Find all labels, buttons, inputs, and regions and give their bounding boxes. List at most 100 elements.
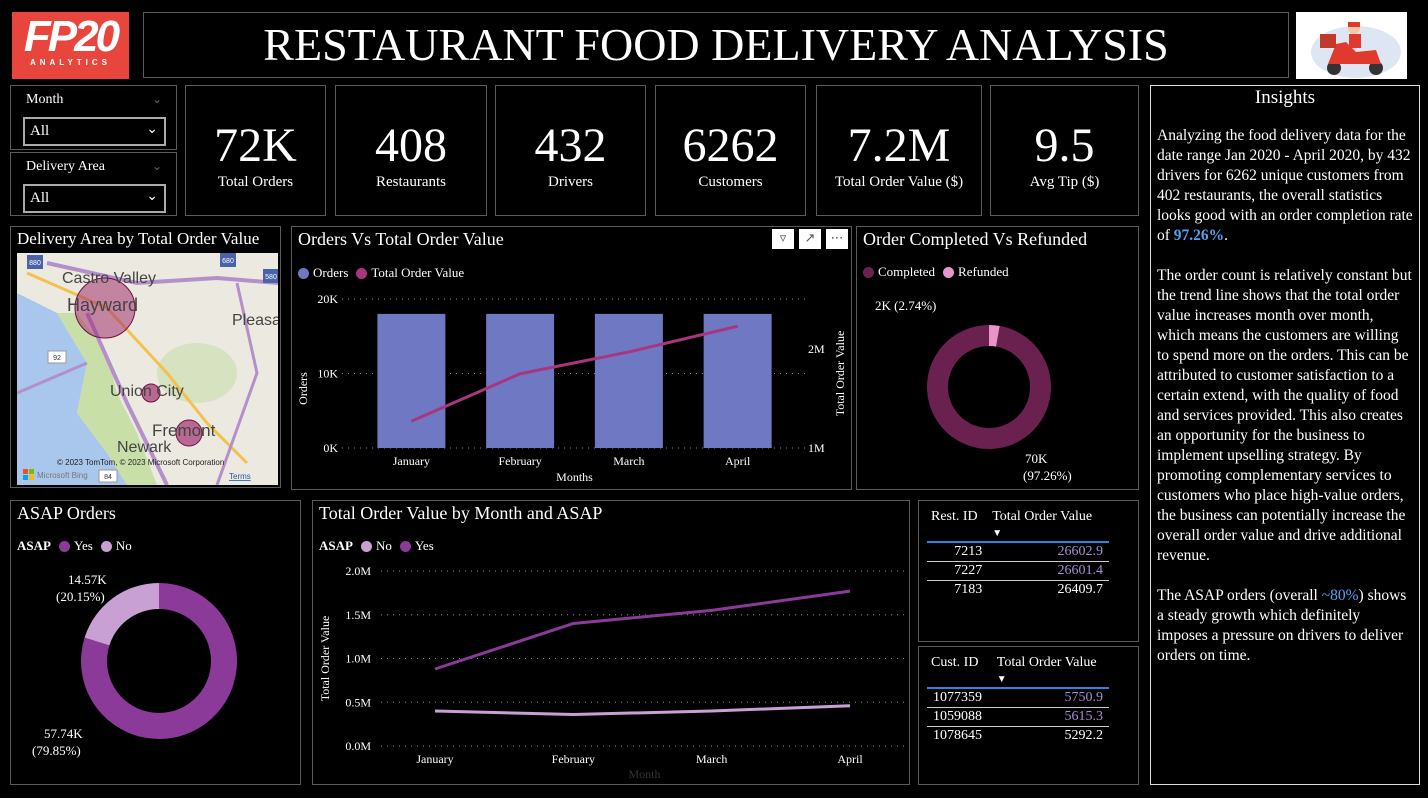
- bar-january[interactable]: [377, 313, 446, 448]
- x-tick-label: April: [725, 454, 751, 468]
- table-row[interactable]: 7213 26602.9: [927, 542, 1109, 562]
- column-header[interactable]: Total Order Value ▼: [988, 509, 1109, 543]
- donut-chart: 2K (2.74%) 70K (97.26%): [875, 298, 1072, 483]
- insight-text: Analyzing the food delivery data for the…: [1157, 127, 1413, 244]
- kpi-total-orders: 72K Total Orders: [185, 85, 326, 216]
- y-axis-title: Orders: [296, 372, 310, 405]
- legend-swatch-refunded: [943, 266, 955, 278]
- filter-icon[interactable]: ▿: [772, 229, 794, 249]
- bar-april[interactable]: [703, 313, 772, 448]
- bubble-hayward[interactable]: [74, 277, 136, 339]
- x-tick-label: March: [696, 752, 727, 766]
- y-tick-label: 10K: [317, 367, 338, 381]
- delivery-area-dropdown[interactable]: All ⌄: [23, 184, 166, 213]
- chevron-down-icon: ⌄: [146, 122, 158, 137]
- chart-title: ASAP Orders: [17, 503, 116, 523]
- map-label-fremont: Fremont: [152, 421, 216, 440]
- delivery-area-slicer: Delivery Area ⌄ All ⌄: [10, 152, 177, 216]
- column-header[interactable]: Total Order Value ▼: [992, 655, 1109, 689]
- chart-title: Order Completed Vs Refunded: [863, 229, 1088, 249]
- slice-no[interactable]: [84, 583, 159, 646]
- data-label-completed-pct: (97.26%): [1023, 468, 1072, 483]
- bar-february[interactable]: [486, 313, 555, 448]
- legend-title: ASAP: [319, 538, 353, 553]
- page-title: RESTAURANT FOOD DELIVERY ANALYSIS: [143, 12, 1289, 78]
- legend-no[interactable]: No: [375, 538, 392, 553]
- insight-text: .: [1224, 227, 1229, 244]
- bubble-union-city[interactable]: [141, 383, 161, 403]
- cell: 7227: [927, 561, 989, 581]
- top-restaurants-table-panel: Rest. ID Total Order Value ▼ 7213 26602.9 7…: [918, 500, 1139, 642]
- legend-refunded[interactable]: Refunded: [958, 264, 1009, 279]
- month-dropdown[interactable]: All ⌄: [23, 117, 166, 146]
- legend-swatch-completed: [863, 266, 874, 278]
- table-row[interactable]: 7183 26409.7: [927, 581, 1109, 600]
- map-label-castro-valley: Castro Valley: [62, 270, 156, 287]
- map[interactable]: Castro Valley Hayward Pleasa Union City …: [17, 253, 278, 485]
- logo-subtext: ANALYTICS: [29, 58, 112, 67]
- kpi-value: 9.5: [1034, 119, 1095, 172]
- y2-tick-label: 2M: [808, 342, 825, 356]
- legend-yes[interactable]: Yes: [414, 538, 434, 553]
- chart-title: Total Order Value by Month and ASAP: [319, 503, 603, 523]
- completion-rate-highlight: 97.26%: [1173, 227, 1225, 244]
- delivery-area-value: All: [30, 190, 50, 206]
- slice-refunded[interactable]: [989, 325, 1000, 347]
- legend: ASAP No Yes: [319, 538, 434, 554]
- header-label: Rest. ID: [931, 509, 978, 524]
- legend-swatch-no: [100, 540, 112, 552]
- top-customers-table-panel: Cust. ID Total Order Value ▼ 1077359 5750.9…: [918, 646, 1139, 785]
- table-row[interactable]: 1078645 5292.2: [927, 727, 1109, 746]
- map-label-newark: Newark: [117, 439, 172, 456]
- column-header[interactable]: Cust. ID: [927, 655, 993, 689]
- chevron-down-icon[interactable]: ⌄: [151, 159, 162, 173]
- map-terms-link[interactable]: Terms: [229, 472, 251, 481]
- slice-yes[interactable]: [81, 583, 237, 739]
- focus-mode-icon[interactable]: ↗: [799, 229, 821, 249]
- legend-completed[interactable]: Completed: [878, 264, 936, 279]
- kpi-label: Total Order Value ($): [834, 174, 964, 190]
- kpi-value: 72K: [214, 119, 297, 172]
- x-tick-label: March: [613, 454, 644, 468]
- kpi-value: 432: [534, 119, 607, 172]
- column-header[interactable]: Rest. ID: [927, 509, 989, 543]
- y-tick-label: 0.5M: [345, 695, 371, 709]
- combo-chart: 0K 10K 20K 1M 2M January February March April Mon…: [296, 292, 847, 484]
- highway-shield-84: 84: [104, 474, 112, 481]
- legend: ASAP Yes No: [17, 538, 132, 554]
- bar-march[interactable]: [594, 313, 663, 448]
- legend-yes[interactable]: Yes: [73, 538, 93, 553]
- data-label-refunded: 2K (2.74%): [875, 298, 936, 313]
- legend-orders[interactable]: Orders: [313, 265, 349, 280]
- total-order-value-line[interactable]: [410, 324, 738, 423]
- data-label-yes-pct: (79.85%): [32, 743, 81, 758]
- x-axis-title: Month: [628, 767, 660, 781]
- highway-shield-92: 92: [53, 355, 61, 362]
- legend-no[interactable]: No: [115, 538, 132, 553]
- value-by-month-asap-panel: Total Order Value by Month and ASAP ASAP…: [312, 500, 910, 785]
- more-options-icon[interactable]: ⋯: [826, 229, 848, 249]
- top-restaurants-table: Rest. ID Total Order Value ▼ 7213 26602.9 7…: [927, 509, 1109, 599]
- legend-swatch-yes: [399, 540, 411, 552]
- slice-completed[interactable]: [927, 325, 1051, 449]
- line-yes[interactable]: [434, 589, 851, 671]
- cell: 1077359: [927, 688, 993, 708]
- chevron-down-icon[interactable]: ⌄: [151, 92, 162, 106]
- top-customers-table: Cust. ID Total Order Value ▼ 1077359 5750.9…: [927, 655, 1109, 745]
- y2-axis-title: Total Order Value: [833, 331, 847, 417]
- y-axis-title: Total Order Value: [318, 616, 332, 702]
- map-brand: Microsoft Bing: [37, 471, 88, 480]
- table-row[interactable]: 7227 26601.4: [927, 561, 1109, 581]
- bubble-fremont[interactable]: [175, 419, 203, 447]
- orders-vs-value-panel: Orders Vs Total Order Value ▿ ↗ ⋯ Orders…: [291, 226, 852, 490]
- table-row[interactable]: 1077359 5750.9: [927, 688, 1109, 708]
- line-no[interactable]: [434, 704, 851, 717]
- month-slicer: Month ⌄ All ⌄: [10, 85, 177, 150]
- cell: 26409.7: [1057, 582, 1104, 597]
- cell: 26602.9: [988, 542, 1109, 562]
- legend-value[interactable]: Total Order Value: [371, 265, 465, 280]
- highway-shield-680: 680: [222, 258, 234, 265]
- table-row[interactable]: 1059088 5615.3: [927, 707, 1109, 727]
- completed-vs-refunded-panel: Order Completed Vs Refunded Completed Re…: [856, 226, 1139, 490]
- cell: 7213: [927, 542, 989, 562]
